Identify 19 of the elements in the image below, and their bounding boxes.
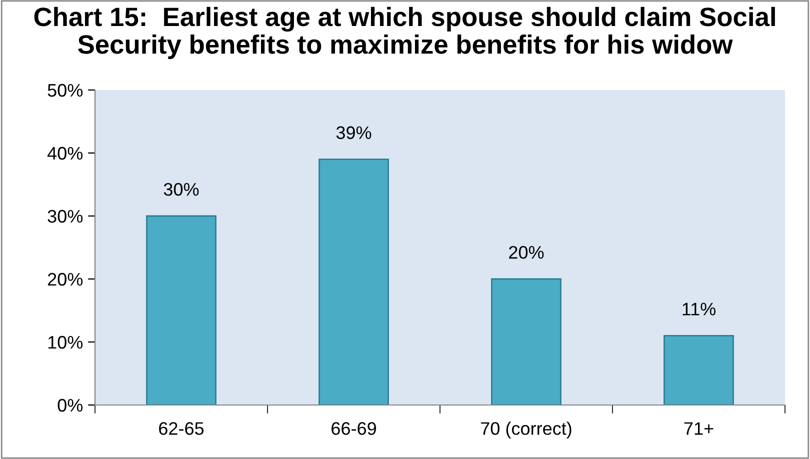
bar xyxy=(318,158,389,405)
y-tick-label: 30% xyxy=(48,210,83,223)
x-tick-label: 66-69 xyxy=(332,422,376,435)
bar xyxy=(664,335,734,405)
data-label: 39% xyxy=(336,126,372,140)
y-tick-label: 0% xyxy=(58,398,83,412)
bar xyxy=(491,278,562,405)
x-tick-label: 71+ xyxy=(684,422,714,435)
x-tick-label: 62-65 xyxy=(159,422,204,435)
bar xyxy=(146,215,216,405)
chart-title: Chart 15: Earliest age at which spouse should claim Social Security benefits to maximize benefits for his widow xyxy=(34,6,775,60)
data-label: 11% xyxy=(682,302,716,316)
y-tick-label: 40% xyxy=(47,146,83,160)
y-tick-label: 50% xyxy=(48,84,83,97)
data-label: 20% xyxy=(509,246,544,259)
data-label: 30% xyxy=(164,182,199,196)
y-tick-label: 20% xyxy=(48,272,83,286)
x-tick-label: 70 (correct) xyxy=(481,422,572,438)
y-tick-label: 10% xyxy=(48,336,83,349)
